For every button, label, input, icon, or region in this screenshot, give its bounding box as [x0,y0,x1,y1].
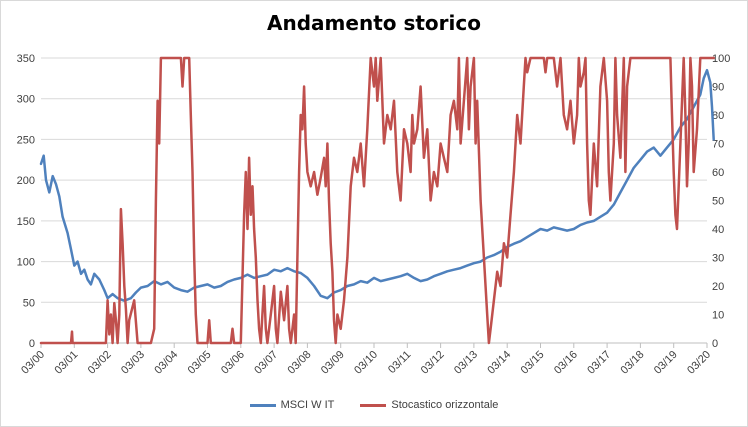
chart-legend: MSCI W IT Stocastico orizzontale [1,399,747,411]
x-tick-label: 03/09 [319,349,347,377]
legend-swatch-stocastico [360,403,387,407]
x-tick-label: 03/11 [386,349,413,376]
x-tick-label: 03/18 [619,349,647,377]
y-right-tick-label: 0 [712,338,718,350]
y-left-tick-label: 0 [29,338,35,350]
y-right-tick-label: 40 [712,224,724,236]
x-tick-label: 03/14 [485,349,513,377]
x-tick-label: 03/08 [286,349,314,377]
series-line-msci [39,68,715,302]
y-left-tick-label: 50 [23,297,35,309]
y-left-tick-label: 150 [17,216,35,228]
y-right-tick-label: 90 [712,82,724,94]
x-tick-label: 03/03 [119,349,147,377]
x-tick-label: 03/17 [585,349,613,377]
chart-title: Andamento storico [267,11,481,35]
legend-label-msci: MSCI W IT [280,399,335,411]
y-right-tick-label: 50 [712,196,724,208]
y-left-tick-label: 350 [17,53,35,65]
legend-label-stocastico: Stocastico orizzontale [391,399,499,411]
series-line-stocastico [39,56,715,345]
x-tick-label: 03/19 [652,349,680,377]
x-tick-label: 03/02 [86,349,114,377]
x-tick-label: 03/07 [252,349,280,377]
y-left-tick-label: 200 [17,175,35,187]
y-right-tick-label: 100 [712,53,730,65]
y-left-tick-label: 250 [17,134,35,146]
legend-item-stocastico: Stocastico orizzontale [360,399,498,411]
x-tick-label: 03/04 [152,349,180,377]
y-right-tick-label: 80 [712,110,724,122]
x-tick-label: 03/16 [552,349,580,377]
y-right-tick-label: 70 [712,139,724,151]
x-tick-label: 03/01 [52,349,80,377]
y-left-tick-label: 100 [17,257,35,269]
x-tick-label: 03/10 [352,349,380,377]
y-right-tick-label: 60 [712,167,724,179]
x-tick-label: 03/20 [685,349,713,377]
x-tick-label: 03/13 [452,349,480,377]
y-right-tick-label: 30 [712,253,724,265]
x-tick-label: 03/15 [519,349,547,377]
y-right-tick-label: 10 [712,310,724,322]
x-tick-label: 03/12 [419,349,447,377]
x-tick-label: 03/00 [19,349,47,377]
x-tick-label: 03/05 [186,349,214,377]
y-left-tick-label: 300 [17,94,35,106]
legend-item-msci: MSCI W IT [249,399,335,411]
x-tick-label: 03/06 [219,349,247,377]
legend-swatch-msci [249,403,276,407]
y-right-tick-label: 20 [712,281,724,293]
